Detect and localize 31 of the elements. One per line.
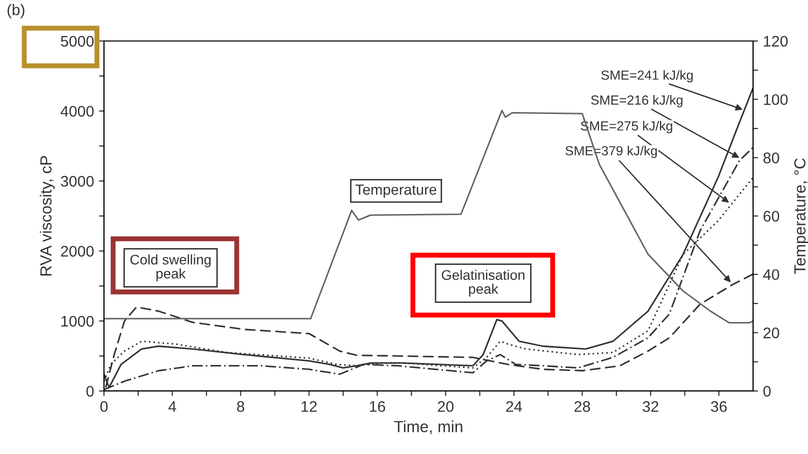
y2-tick-label: 120 bbox=[764, 36, 788, 47]
x-tick-label: 16 bbox=[370, 401, 386, 412]
x-tick-label: 8 bbox=[237, 401, 244, 412]
x-tick-label: 12 bbox=[302, 401, 317, 412]
x-tick-label: 36 bbox=[710, 401, 727, 412]
y-tick-label: 5000 bbox=[60, 36, 94, 47]
y2-tick-label: 60 bbox=[764, 210, 780, 222]
y-tick-label: 3000 bbox=[60, 176, 94, 187]
x-axis-title: Time, min bbox=[394, 420, 462, 434]
y2-tick-label: 40 bbox=[763, 269, 780, 280]
y2-tick-label: 80 bbox=[763, 152, 780, 164]
y2-tick-label: 0 bbox=[763, 386, 771, 397]
annotation: Cold swelling peak bbox=[130, 254, 211, 282]
x-tick-label: 4 bbox=[168, 401, 176, 412]
x-tick-label: 32 bbox=[642, 401, 658, 412]
y-axis-title: RVA viscosity, cP bbox=[40, 156, 55, 276]
text: (b) bbox=[8, 4, 24, 18]
y-tick-label: 1000 bbox=[61, 316, 94, 327]
y-tick-label: 4000 bbox=[60, 106, 94, 117]
x-tick-label: 24 bbox=[506, 401, 522, 412]
y-tick-label: 2000 bbox=[61, 246, 94, 257]
annotation: Gelatinisation peak bbox=[442, 270, 524, 297]
x-tick-label: 20 bbox=[438, 401, 454, 412]
y2-tick-label: 100 bbox=[764, 94, 788, 106]
x-tick-label: 0 bbox=[100, 401, 108, 412]
y-tick-label: 0 bbox=[86, 386, 94, 397]
annotation: SME=216 kJ/kg bbox=[591, 95, 682, 108]
series-label: Temperature bbox=[355, 184, 436, 198]
y2-tick-label: 20 bbox=[764, 328, 780, 338]
x-tick-label: 28 bbox=[574, 401, 590, 412]
annotation: SME=241 kJ/kg bbox=[601, 70, 693, 82]
